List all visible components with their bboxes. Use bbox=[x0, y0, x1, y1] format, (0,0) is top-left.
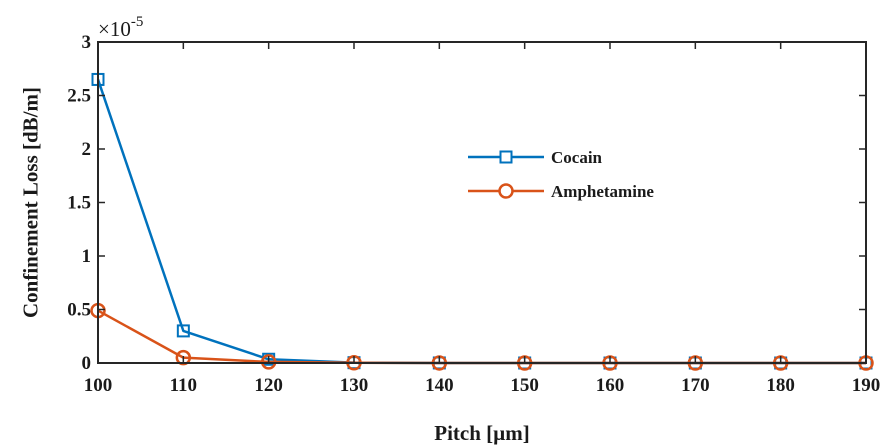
x-tick-label: 140 bbox=[425, 375, 454, 396]
y-tick-label: 2 bbox=[82, 139, 92, 160]
data-point-circle bbox=[260, 354, 277, 370]
legend-marker-square bbox=[499, 150, 513, 164]
y-tick-label: 2.5 bbox=[67, 86, 91, 107]
x-axis-ticks: 100 110 120 130 140 150 160 170 180 190 bbox=[84, 42, 881, 396]
x-tick-label: 180 bbox=[766, 375, 795, 396]
x-tick-label: 160 bbox=[596, 375, 625, 396]
legend-marker-circle bbox=[498, 183, 514, 199]
data-point-square bbox=[176, 324, 190, 338]
plot-marks bbox=[90, 72, 874, 371]
x-tick-label: 150 bbox=[510, 375, 539, 396]
y-tick-label: 1.5 bbox=[67, 193, 91, 214]
x-tick-label: 100 bbox=[84, 375, 113, 396]
y-tick-label: 0.5 bbox=[67, 300, 91, 321]
x-tick-label: 120 bbox=[254, 375, 283, 396]
x-tick-label: 190 bbox=[852, 375, 881, 396]
legend-label: Amphetamine bbox=[551, 182, 654, 201]
x-tick-label: 110 bbox=[170, 375, 197, 396]
y-axis-exponent: ×10-5 bbox=[98, 14, 143, 41]
legend: Cocain Amphetamine bbox=[462, 140, 702, 208]
y-tick-label: 0 bbox=[82, 353, 92, 374]
series-line bbox=[97, 309, 866, 365]
x-tick-label: 130 bbox=[340, 375, 369, 396]
y-tick-label: 1 bbox=[82, 246, 92, 267]
data-point-circle bbox=[175, 349, 192, 366]
y-axis-label: Confinement Loss [dB/m] bbox=[18, 87, 42, 318]
x-axis-label: Pitch [µm] bbox=[434, 421, 529, 445]
x-tick-label: 170 bbox=[681, 375, 710, 396]
legend-label: Cocain bbox=[551, 148, 603, 167]
series-line bbox=[96, 79, 866, 365]
y-tick-label: 3 bbox=[82, 32, 92, 53]
y-axis-ticks: 0 0.5 1 1.5 2 2.5 3 bbox=[67, 32, 866, 374]
